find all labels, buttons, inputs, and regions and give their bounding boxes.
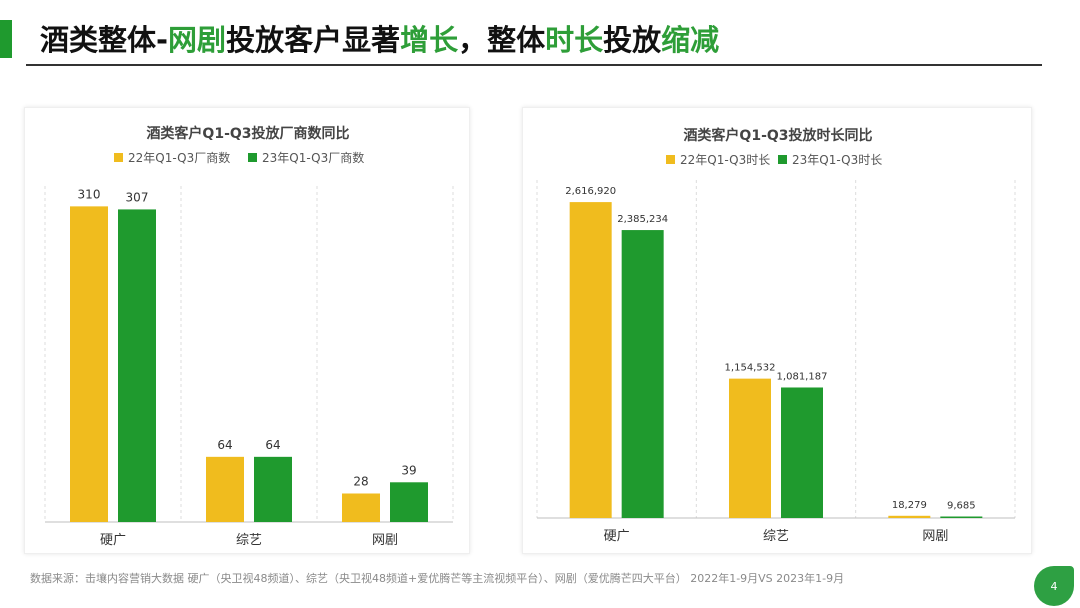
title-segment-1: 网剧 [168,23,227,57]
value-label-综艺-0: 64 [217,438,232,452]
value-label-硬广-0: 2,616,920 [565,186,616,197]
bar-网剧-0 [888,515,931,518]
legend-label-1: 23年Q1-Q3厂商数 [262,150,364,165]
duration-bar-chart: 酒类客户Q1-Q3投放时长同比 22年Q1-Q3时长 23年Q1-Q3时长 2,616… [536,127,1016,544]
legend-swatch-1 [248,153,257,162]
value-label-硬广-1: 307 [126,190,149,204]
legend-swatch-0 [666,155,675,164]
bar-综艺-0 [206,456,244,522]
value-label-综艺-1: 64 [265,438,280,452]
legend-label-0: 22年Q1-Q3时长 [680,153,770,167]
title-segment-6: 投放 [603,23,662,57]
value-label-综艺-0: 1,154,532 [725,363,776,374]
legend-label-1: 23年Q1-Q3时长 [792,153,882,167]
vendor-count-bar-chart: 酒类客户Q1-Q3投放厂商数同比 22年Q1-Q3厂商数 23年Q1-Q3厂商数 31… [44,125,454,548]
title-segment-4: ，整体 [458,23,546,57]
bar-硬广-1 [118,209,156,522]
title-segment-2: 投放客户显著 [226,23,401,57]
chart-title: 酒类客户Q1-Q3投放厂商数同比 [146,125,349,142]
category-label-1: 综艺 [236,533,262,548]
title-segment-3: 增长 [400,23,459,57]
title-accent-bar [0,20,12,58]
bar-硬广-0 [70,206,108,522]
value-label-硬广-0: 310 [78,187,101,201]
value-label-综艺-1: 1,081,187 [777,371,828,382]
bar-综艺-1 [254,456,292,522]
legend-swatch-1 [778,155,787,164]
title-segment-7: 缩减 [661,23,720,57]
category-label-1: 综艺 [763,529,789,544]
value-label-网剧-1: 39 [401,463,416,477]
value-label-网剧-0: 28 [353,474,368,488]
title-segment-5: 时长 [545,23,604,57]
bar-硬广-0 [569,202,612,518]
data-source-note: 数据来源：击壤内容营销大数据 硬广（央卫视48频道）、综艺（央卫视48频道+爱优… [30,572,845,585]
title-divider [26,64,1042,66]
chart-panel-vendor-count: 酒类客户Q1-Q3投放厂商数同比 22年Q1-Q3厂商数 23年Q1-Q3厂商数 31… [24,107,470,554]
value-label-网剧-1: 9,685 [947,501,976,512]
bar-综艺-0 [729,378,771,518]
bar-网剧-1 [940,516,983,518]
bar-网剧-0 [342,493,380,522]
category-label-0: 硬广 [100,533,126,548]
category-label-2: 网剧 [922,529,948,544]
category-label-2: 网剧 [372,533,398,548]
page-title: 酒类整体-网剧投放客户显著增长，整体时长投放缩减 [40,18,719,62]
bar-网剧-1 [390,482,428,522]
page-number-badge: 4 [1034,566,1074,606]
title-segment-0: 酒类整体- [40,23,169,57]
category-label-0: 硬广 [604,529,630,544]
value-label-网剧-0: 18,279 [892,500,927,511]
page-number: 4 [1050,579,1058,593]
legend-swatch-0 [114,153,123,162]
bar-硬广-1 [621,230,664,518]
bar-综艺-1 [781,387,823,518]
chart-panel-duration: 酒类客户Q1-Q3投放时长同比 22年Q1-Q3时长 23年Q1-Q3时长 2,616… [522,107,1032,554]
chart-title: 酒类客户Q1-Q3投放时长同比 [683,127,872,144]
legend-label-0: 22年Q1-Q3厂商数 [128,150,230,165]
value-label-硬广-1: 2,385,234 [617,214,668,225]
